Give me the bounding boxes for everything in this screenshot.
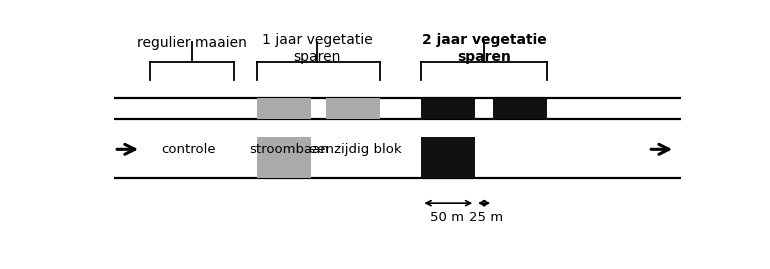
Text: controle: controle xyxy=(162,143,216,156)
Bar xyxy=(326,98,380,119)
Bar xyxy=(257,98,311,119)
Bar xyxy=(421,98,475,119)
Text: 1 jaar vegetatie
sparen: 1 jaar vegetatie sparen xyxy=(262,33,373,63)
Text: eenzijdig blok: eenzijdig blok xyxy=(309,143,401,156)
Bar xyxy=(257,137,311,178)
Text: 2 jaar vegetatie
sparen: 2 jaar vegetatie sparen xyxy=(422,33,547,63)
Text: 50 m: 50 m xyxy=(430,211,464,224)
Text: stroombaan: stroombaan xyxy=(249,143,329,156)
Text: 25 m: 25 m xyxy=(469,211,503,224)
Bar xyxy=(493,98,547,119)
Bar xyxy=(421,137,475,178)
Text: regulier maaien: regulier maaien xyxy=(137,36,246,50)
